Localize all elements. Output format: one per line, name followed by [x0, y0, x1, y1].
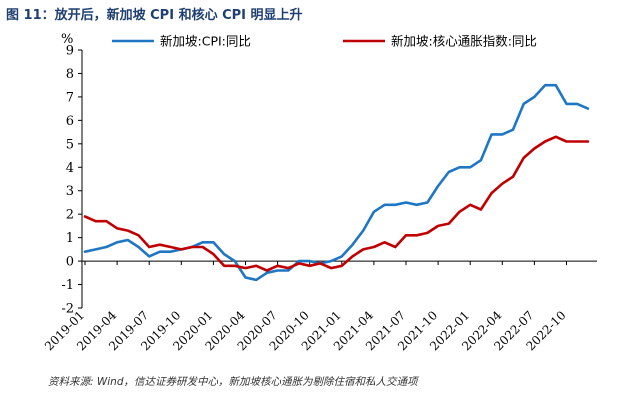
cpi-series-line	[83, 83, 590, 282]
y-tick-label: -2	[61, 302, 74, 317]
x-axis-ticks: 2019-012019-042019-072019-102020-012020-…	[42, 261, 569, 353]
y-tick-label: 5	[66, 137, 74, 152]
figure-title: 图 11：放开后，新加坡 CPI 和核心 CPI 明显上升	[6, 8, 303, 23]
y-tick-label: 3	[66, 184, 74, 199]
core-inflation-series-line	[83, 135, 590, 272]
y-tick-label: 8	[66, 67, 74, 82]
chart-axes	[81, 50, 597, 308]
y-tick-label: 0	[66, 255, 74, 270]
y-tick-label: 1	[66, 231, 74, 246]
y-tick-label: 4	[66, 161, 74, 176]
y-tick-label: 6	[66, 114, 74, 129]
y-tick-label: -1	[61, 278, 74, 293]
chart-legend: 新加坡:CPI:同比 新加坡:核心通胀指数:同比	[112, 34, 537, 49]
y-axis-unit: %	[61, 32, 73, 47]
legend-label: 新加坡:核心通胀指数:同比	[391, 34, 537, 49]
y-tick-label: 9	[66, 44, 74, 59]
y-axis-ticks: -2 -1 0 1 2 3 4 5 6 7 8 9	[61, 44, 82, 317]
series-lines	[83, 83, 590, 282]
y-tick-label: 2	[66, 208, 74, 223]
legend-label: 新加坡:CPI:同比	[160, 34, 251, 49]
y-tick-label: 7	[66, 90, 74, 105]
source-note: 资料来源: Wind，信达证券研发中心，新加坡核心通胀为剔除住宿和私人交通项	[48, 376, 418, 388]
